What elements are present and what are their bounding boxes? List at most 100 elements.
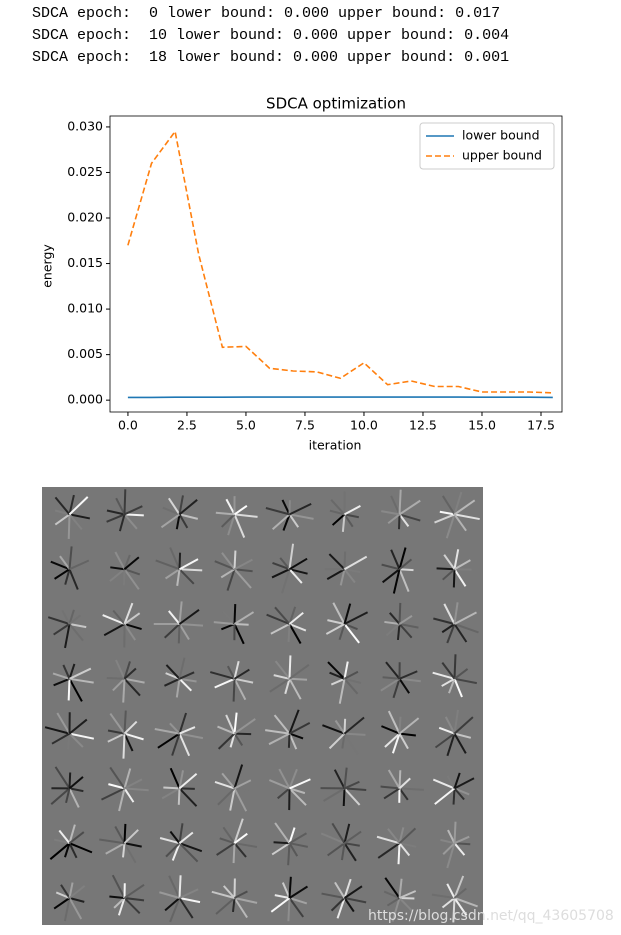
filter-stroke (399, 787, 424, 791)
filter-stroke (115, 659, 126, 680)
filter-stroke (179, 671, 195, 680)
filter-stroke (343, 767, 348, 789)
filter-stroke (118, 788, 126, 812)
watermark: https://blog.csdn.net/qq_43605708 (368, 908, 614, 924)
filter-stroke (399, 670, 418, 680)
filter-stroke (178, 712, 188, 734)
filter-stroke (331, 513, 346, 526)
filter-stroke (54, 513, 71, 526)
filter-stroke (233, 623, 245, 645)
filter-stroke (397, 843, 401, 865)
filter-stroke (231, 897, 236, 913)
filter-stroke (344, 568, 361, 574)
filter-stroke (122, 733, 126, 759)
filter-stroke (436, 567, 455, 571)
filter-stroke (175, 514, 181, 530)
filter-stroke (341, 514, 346, 532)
filter-stroke (63, 897, 71, 922)
series-line (127, 129, 553, 394)
output-line: SDCA epoch: 10 lower bound: 0.000 upper … (32, 27, 510, 44)
filter-stroke (343, 716, 365, 735)
filter-stroke (178, 495, 184, 515)
y-tick-label: 0.005 (67, 346, 103, 361)
filter-stroke (289, 502, 312, 516)
filter-stroke (178, 609, 200, 625)
filter-image (42, 487, 483, 925)
filter-stroke (222, 610, 236, 625)
filter-stroke (390, 495, 401, 515)
filter-stroke (289, 897, 308, 905)
filter-stroke (268, 732, 290, 746)
filter-stroke (289, 778, 311, 790)
filter-stroke (399, 732, 416, 737)
filter-stroke (329, 509, 345, 516)
filter-stroke (178, 568, 195, 585)
filter-stroke (438, 726, 455, 735)
y-tick-label: 0.030 (67, 118, 103, 133)
filter-stroke (399, 677, 421, 683)
filter-stroke (123, 556, 140, 570)
filter-stroke (233, 897, 248, 919)
filter-stroke (107, 729, 125, 735)
filter-stroke (155, 559, 180, 571)
filter-stroke (221, 552, 236, 570)
filter-stroke (380, 785, 400, 790)
filter-stroke (288, 876, 292, 899)
filter-stroke (123, 720, 138, 735)
filter-stroke (178, 772, 198, 790)
filter-stroke (323, 787, 346, 802)
filter-stroke (381, 725, 400, 735)
filter-stroke (169, 897, 181, 923)
filter-stroke (233, 568, 252, 589)
legend-label: lower bound (462, 128, 540, 143)
filter-stroke (106, 509, 125, 516)
filter-stroke (124, 778, 143, 790)
filter-stroke (343, 830, 362, 845)
filter-stroke (112, 678, 126, 692)
filter-stroke (53, 623, 71, 636)
filter-stroke (171, 733, 181, 756)
filter-stroke (219, 837, 235, 845)
filter-stroke (274, 822, 291, 844)
filter-stroke (178, 552, 182, 570)
filter-stroke (99, 838, 125, 845)
x-tick-label: 17.5 (527, 418, 555, 433)
x-tick-label: 0.0 (118, 418, 138, 433)
x-axis-label: iteration (309, 438, 362, 453)
filter-stroke (453, 499, 476, 516)
chart-title: SDCA optimization (266, 95, 406, 113)
filter-stroke (392, 678, 401, 699)
filter-stroke (273, 714, 291, 735)
filter-stroke (123, 489, 127, 515)
filter-stroke (123, 602, 134, 625)
filter-stroke (179, 842, 203, 853)
filter-stroke (162, 506, 180, 516)
filter-stroke (233, 733, 244, 746)
filter-stroke (233, 842, 247, 858)
filter-stroke (51, 732, 70, 745)
filter-stroke (123, 667, 137, 680)
filter-stroke (398, 733, 409, 750)
filter-stroke (391, 733, 401, 754)
filter-stroke (266, 613, 290, 625)
filter-stroke (289, 513, 314, 520)
filter-stroke (178, 499, 198, 516)
x-tick-label: 12.5 (409, 418, 437, 433)
filter-stroke (179, 513, 199, 520)
filter-stroke (178, 678, 193, 692)
filter-stroke (270, 623, 290, 635)
filter-stroke (271, 513, 291, 531)
filter-stroke (433, 617, 455, 625)
filter-stroke (233, 668, 250, 680)
filter-stroke (54, 766, 71, 789)
filter-stroke (64, 623, 71, 649)
filter-stroke (234, 787, 250, 793)
filter-stroke (289, 732, 304, 740)
filter-stroke (233, 787, 248, 812)
filter-stroke (453, 491, 463, 515)
filter-stroke (101, 787, 125, 801)
filter-stroke (399, 513, 421, 522)
filter-stroke (102, 614, 125, 625)
filter-stroke (334, 881, 346, 899)
filter-stroke (453, 733, 467, 754)
